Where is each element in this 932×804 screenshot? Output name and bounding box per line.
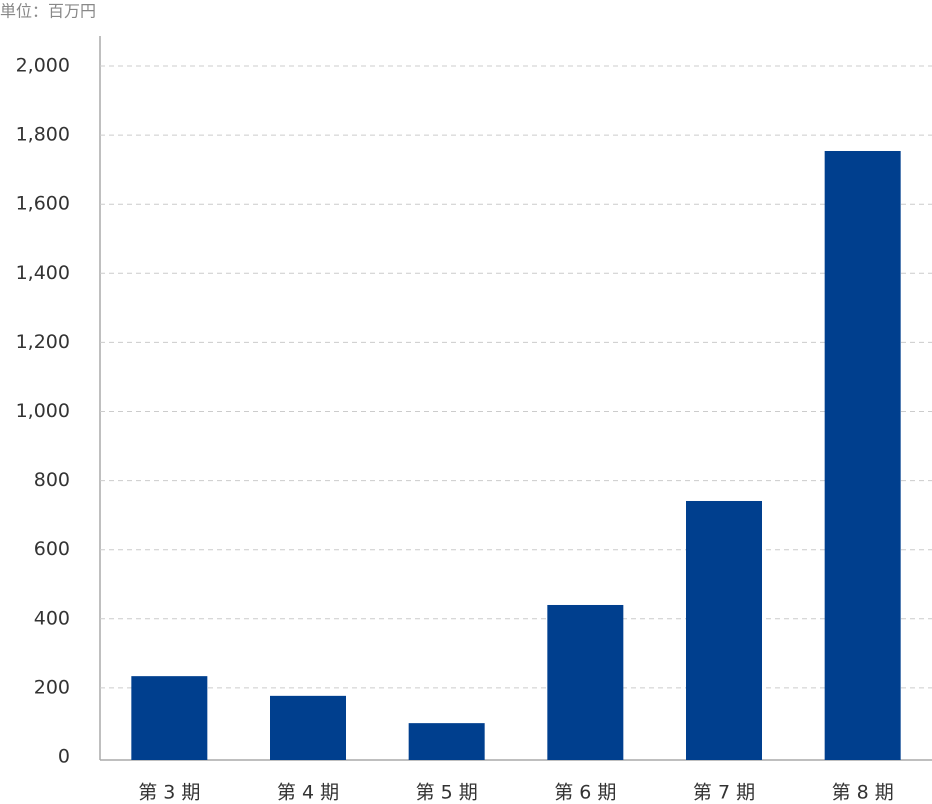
x-tick-label: 第 7 期 [693, 782, 755, 804]
y-tick-label: 1,600 [16, 193, 70, 215]
bar [131, 676, 208, 760]
x-tick-label: 第 4 期 [277, 782, 339, 804]
y-tick-label: 200 [34, 676, 70, 698]
bar [270, 695, 346, 760]
unit-label: 単位：百万円 [0, 2, 96, 21]
y-tick-label: 600 [34, 538, 70, 560]
x-tick-label: 第 3 期 [138, 782, 200, 804]
bar [824, 150, 901, 761]
y-tick-label: 1,200 [16, 331, 70, 353]
y-tick-label: 400 [34, 607, 70, 629]
x-tick-label: 第 6 期 [554, 782, 616, 804]
bar [408, 723, 485, 760]
y-tick-label: 1,800 [16, 124, 70, 146]
y-tick-label: 1,000 [16, 400, 70, 422]
x-tick-label: 第 8 期 [832, 782, 894, 804]
y-tick-label: 800 [34, 469, 70, 491]
y-tick-label: 2,000 [16, 55, 70, 77]
bar [686, 500, 762, 760]
bar [547, 604, 624, 760]
y-tick-label: 0 [58, 746, 70, 768]
x-tick-label: 第 5 期 [416, 782, 478, 804]
y-tick-label: 1,400 [16, 262, 70, 284]
